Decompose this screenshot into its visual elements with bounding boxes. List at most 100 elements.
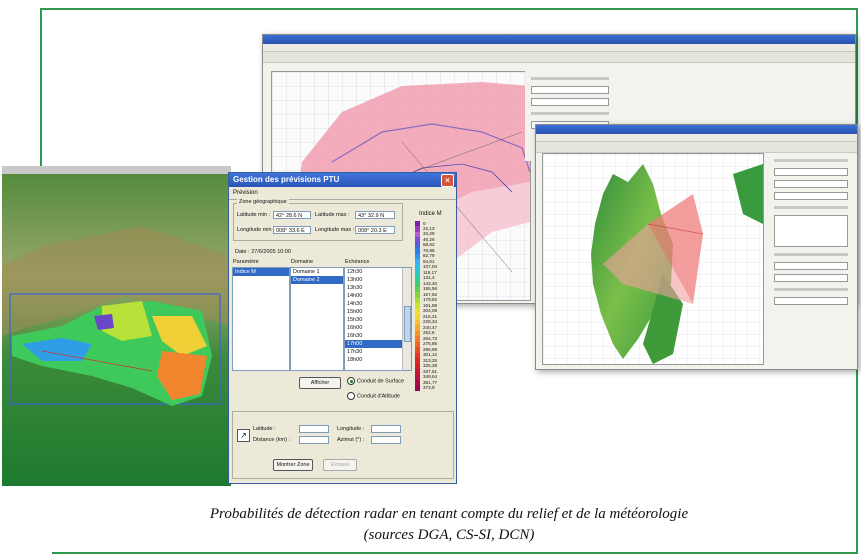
lon-max-label: Longitude max : [315,227,355,233]
back-coastline [331,123,530,173]
legend-swatch [415,264,420,271]
legend-swatch [415,286,420,293]
legend-value: 119,17 [423,269,437,275]
scrollbar-thumb[interactable] [404,306,411,342]
lon-max-field[interactable]: 008° 20.3 E [355,226,395,234]
middle-panel-field-6[interactable] [774,297,848,305]
radio-conduit-surface[interactable]: Conduit de Surface [347,377,404,385]
middle-panel-field-3[interactable] [774,192,848,200]
afficher-button[interactable]: Afficher [299,377,341,389]
list-item[interactable]: 14h00 [347,293,363,299]
middle-panel-field-5[interactable] [774,274,848,282]
lat-max-label: Latitude max : [315,212,350,218]
close-icon[interactable]: × [441,174,454,187]
legend-swatch [415,385,420,392]
legend-value: 373,9 [423,385,435,391]
lon-min-field[interactable]: 008° 33.6 E [273,226,311,234]
list-item[interactable]: 15h30 [347,317,363,323]
list-item[interactable]: 13h30 [347,285,363,291]
list-item[interactable]: 17h00 [345,340,411,348]
echeance-list[interactable]: 12h30 13h00 13h30 14h00 14h30 15h00 15h30 16h00… [344,267,412,371]
list-item[interactable]: 16h00 [347,325,363,331]
legend-value: 143,40 [423,280,438,286]
montrer-zone-button[interactable]: Montrer Zone [273,459,313,471]
measure-tool-icon[interactable]: ↗ [237,429,250,442]
legend-value: 131,3 [423,275,435,281]
radio-dot-off[interactable] [347,392,355,400]
col-echeance: Echéance [345,259,370,265]
list-item[interactable]: 16h30 [347,333,363,339]
ptu-field-blue [22,338,92,361]
list-item[interactable]: 15h00 [347,309,363,315]
latitude-field[interactable] [299,425,329,433]
detection-sector [648,194,703,304]
ptu-field-purple [94,314,114,330]
longitude-field[interactable] [371,425,401,433]
middle-window-sidepanel [768,153,854,365]
list-item[interactable]: 12h30 [347,269,363,275]
legend-swatch [415,259,420,266]
left-map[interactable] [2,166,231,486]
distance-field[interactable] [299,436,329,444]
legend-swatch [415,253,420,260]
tab-prevision[interactable]: Prévision [229,187,456,200]
legend-value: 288,99 [423,346,438,352]
legend-title: Indice M [419,211,442,217]
middle-map-svg [543,154,763,364]
domaine-list[interactable]: Domaine 1 Domaine 2 [290,267,344,371]
distance-label: Distance (km) : [253,437,290,443]
echeance-scrollbar[interactable] [402,268,411,370]
azimut-label: Azimut (°) : [337,437,365,443]
lat-max-field[interactable]: 43° 32.9 N [355,211,395,219]
lon-min-label: Longitude min : [237,227,275,233]
legend-value: 301,12 [423,352,438,358]
legend-value: 34,29 [423,231,435,237]
legend-swatch [415,281,420,288]
col-parametre: Paramètre [233,259,259,265]
list-item[interactable]: 14h30 [347,301,363,307]
legend-value: 349,64 [423,374,438,380]
radio-dot-on[interactable] [347,377,355,385]
lat-min-field[interactable]: 42° 28.6 N [273,211,311,219]
legend-value: 216,21 [423,313,438,319]
latitude-label: Latitude : [253,426,276,432]
legend-swatch [415,231,420,238]
legend-swatch [415,297,420,304]
figure-caption-line2: (sources DGA, CS-SI, DCN) [363,527,535,543]
mainland-terrain [733,164,763,224]
parametre-list[interactable]: Indice M [232,267,290,371]
list-item[interactable]: Domaine 2 [291,276,343,284]
col-domaine: Domaine [291,259,314,265]
list-item[interactable]: 17h30 [347,349,363,355]
legend-swatch [415,237,420,244]
dialog-title: Gestion des prévisions PTU [233,175,340,184]
left-map-zone-rect [9,293,221,405]
radio-conduit-altitude[interactable]: Conduit d'Altitude [347,392,400,400]
legend-value: 361,77 [423,379,438,385]
middle-panel-field-4[interactable] [774,262,848,270]
legend-swatch [415,248,420,255]
azimut-field[interactable] [371,436,401,444]
list-item[interactable]: Domaine 1 [293,269,320,275]
back-panel-line [531,77,609,80]
legend-value: 155,56 [423,286,438,292]
legend-swatch [415,358,420,365]
back-panel-line-2 [531,112,609,115]
back-window-titlebar [263,35,855,44]
middle-window-map[interactable] [542,153,764,365]
list-item[interactable]: 13h00 [347,277,363,283]
middle-window-toolbar [536,142,857,153]
legend-value: 325,38 [423,363,438,369]
middle-panel-table[interactable] [774,215,848,247]
legend-swatch [415,341,420,348]
middle-panel-field[interactable] [774,168,848,176]
back-panel-field[interactable] [531,86,609,94]
legend-swatch [415,242,420,249]
list-item[interactable]: 18h00 [347,357,363,363]
legend-value: 167,62 [423,291,438,297]
back-panel-field-2[interactable] [531,98,609,106]
middle-panel-field-2[interactable] [774,180,848,188]
date-label: Date : 27/6/2005 10:00 [235,249,291,255]
list-item[interactable]: Indice M [233,268,289,276]
extraire-button[interactable]: Extraire [323,459,357,471]
